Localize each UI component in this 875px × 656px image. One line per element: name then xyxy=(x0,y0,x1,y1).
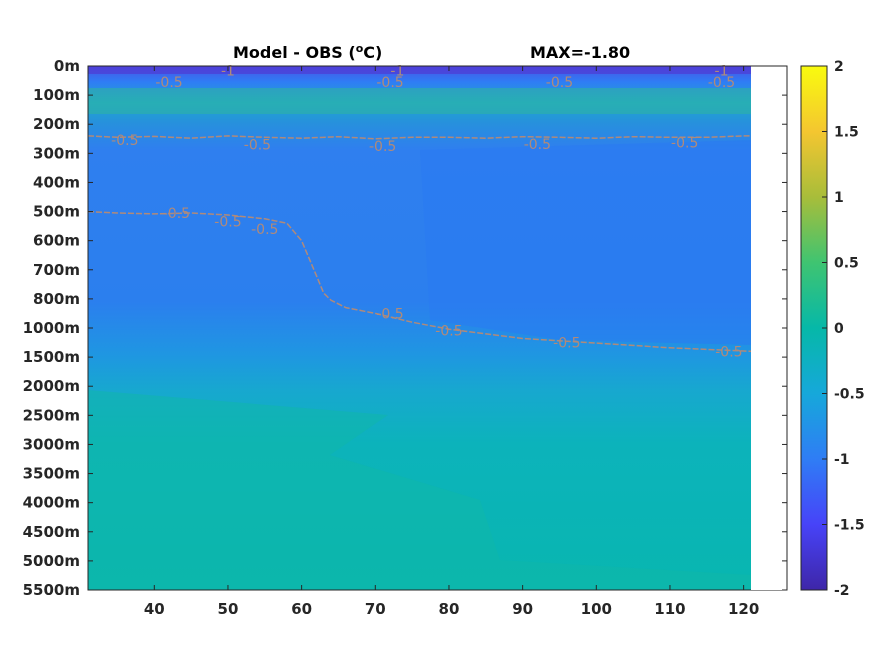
colorbar-ticks: 2 1.5 1 0.5 0 -0.5 -1 -1.5 -2 xyxy=(822,59,865,599)
y-axis: 0m 100m 200m 300m 400m 500m 600m 700m 800m 1000m 1… xyxy=(23,57,787,599)
x-tick-label: 40 xyxy=(144,600,165,618)
colorbar-tick-label: -1 xyxy=(834,452,850,468)
y-tick-label: 4000m xyxy=(23,494,80,512)
contour-label: -1 xyxy=(390,63,404,79)
colorbar-tick-label: 0 xyxy=(834,321,844,337)
contour-label: -0.5 xyxy=(163,206,190,222)
y-tick-label: 700m xyxy=(33,261,80,279)
contour-label: -0.5 xyxy=(671,135,698,151)
x-tick-label: 80 xyxy=(439,600,460,618)
y-tick-label: 300m xyxy=(33,144,80,162)
y-tick-label: 100m xyxy=(33,86,80,104)
x-tick-label: 120 xyxy=(728,600,759,618)
contour-label: -0.5 xyxy=(435,323,462,339)
x-tick-label: 50 xyxy=(218,600,239,618)
contour-label: -0.5 xyxy=(251,222,278,238)
y-tick-label: 0m xyxy=(54,57,80,75)
contour-label: -0.5 xyxy=(369,139,396,155)
plot-area xyxy=(88,66,751,590)
y-tick-label: 500m xyxy=(33,203,80,221)
contour-line xyxy=(87,210,752,353)
x-tick-label: 60 xyxy=(291,600,312,618)
y-tick-label: 800m xyxy=(33,290,80,308)
x-tick-label: 70 xyxy=(365,600,386,618)
contour-label: -0.5 xyxy=(214,215,241,231)
x-axis: 40 50 60 70 80 90 100 110 120 xyxy=(144,66,759,618)
x-tick-label: 90 xyxy=(512,600,533,618)
contour-label: -0.5 xyxy=(553,336,580,352)
contour-label: -0.5 xyxy=(524,137,551,153)
y-tick-label: 2500m xyxy=(23,406,80,424)
colorbar-tick-label: 1.5 xyxy=(834,125,859,141)
colorbar-tick-label: -1.5 xyxy=(834,518,865,534)
contour-label: -0.5 xyxy=(708,75,735,91)
x-tick-label: 100 xyxy=(581,600,612,618)
y-tick-label: 4500m xyxy=(23,523,80,541)
colorbar-tick-label: 1 xyxy=(834,190,844,206)
y-tick-label: 5500m xyxy=(23,581,80,599)
y-tick-label: 3500m xyxy=(23,465,80,483)
contour-label: -0.5 xyxy=(546,75,573,91)
colorbar-tick-label: 0.5 xyxy=(834,256,859,272)
colorbar-tick-label: -2 xyxy=(834,583,850,599)
contour-label: -0.5 xyxy=(376,306,403,322)
contour-lines xyxy=(87,135,752,353)
contour-label: -0.5 xyxy=(376,75,403,91)
contour-label: -1 xyxy=(715,63,729,79)
chart-title: Model - OBS (oC) xyxy=(233,42,382,62)
y-tick-label: 200m xyxy=(33,115,80,133)
y-tick-label: 3000m xyxy=(23,435,80,453)
contour-line xyxy=(87,135,751,140)
contour-label: -1 xyxy=(221,63,235,79)
y-tick-label: 600m xyxy=(33,232,80,250)
y-tick-label: 2000m xyxy=(23,377,80,395)
contour-label: -0.5 xyxy=(111,133,138,149)
contour-label: -0.5 xyxy=(155,75,182,91)
colorbar-tick-label: 2 xyxy=(834,59,844,75)
y-tick-label: 400m xyxy=(33,173,80,191)
x-tick-label: 110 xyxy=(654,600,685,618)
contour-label: -0.5 xyxy=(244,138,271,154)
y-tick-label: 5000m xyxy=(23,552,80,570)
max-label: MAX=-1.80 xyxy=(530,43,630,62)
y-tick-label: 1500m xyxy=(23,348,80,366)
contour-label: -0.5 xyxy=(715,344,742,360)
colorbar-tick-label: -0.5 xyxy=(834,387,865,403)
contour-labels: -0.5 -0.5 -0.5 -0.5 -0.5 -0.5 -0.5 -0.5 -0.5 -0.5… xyxy=(111,63,742,360)
y-tick-label: 1000m xyxy=(23,319,80,337)
